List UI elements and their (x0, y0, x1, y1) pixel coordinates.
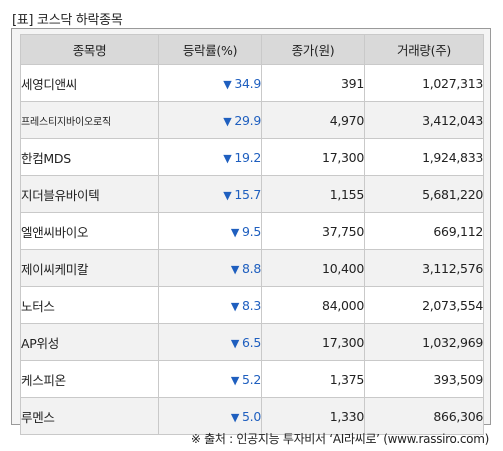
volume: 393,509 (364, 360, 484, 398)
stock-name: 제이씨케미칼 (20, 249, 159, 287)
table-row: 세영디앤씨 ▼ 34.9 391 1,027,313 (20, 64, 484, 102)
stock-name: 프레스티지바이오로직 (20, 101, 159, 139)
close-price: 37,750 (261, 212, 365, 250)
change-rate: ▼ 15.7 (158, 175, 262, 213)
change-rate-value: 15.7 (234, 186, 261, 202)
page-title: [표] 코스닥 하락종목 (12, 13, 123, 28)
down-triangle-icon: ▼ (230, 373, 240, 387)
close-price: 1,375 (261, 360, 365, 398)
change-rate: ▼ 8.3 (158, 286, 262, 324)
down-triangle-icon: ▼ (223, 188, 232, 202)
change-rate-value: 6.5 (242, 334, 261, 350)
change-rate: ▼ 5.0 (158, 397, 262, 435)
table-row: 프레스티지바이오로직 ▼ 29.9 4,970 3,412,043 (20, 101, 484, 139)
change-rate: ▼ 9.5 (158, 212, 262, 250)
down-triangle-icon: ▼ (230, 262, 240, 276)
table-row: 노터스 ▼ 8.3 84,000 2,073,554 (20, 286, 484, 324)
change-rate: ▼ 34.9 (158, 64, 262, 102)
change-rate: ▼ 8.8 (158, 249, 262, 287)
source-footnote: ※ 출처 : 인공지능 투자비서 ‘AI라씨로’ (www.rassiro.co… (190, 432, 489, 446)
volume: 1,924,833 (364, 138, 484, 176)
table-row: 케스피온 ▼ 5.2 1,375 393,509 (20, 360, 484, 398)
down-triangle-icon: ▼ (230, 299, 240, 313)
volume: 3,412,043 (364, 101, 484, 139)
close-price: 17,300 (261, 138, 365, 176)
down-triangle-icon: ▼ (223, 151, 232, 165)
header-stock-name: 종목명 (20, 34, 159, 65)
volume: 1,027,313 (364, 64, 484, 102)
close-price: 4,970 (261, 101, 365, 139)
down-triangle-icon: ▼ (230, 225, 240, 239)
table-header-row: 종목명 등락률(%) 종가(원) 거래량(주) (20, 34, 484, 65)
close-price: 17,300 (261, 323, 365, 361)
change-rate-value: 5.2 (242, 371, 261, 387)
down-triangle-icon: ▼ (223, 114, 232, 128)
change-rate-value: 9.5 (242, 223, 261, 239)
header-close-price: 종가(원) (261, 34, 365, 65)
table-row: 루멘스 ▼ 5.0 1,330 866,306 (20, 397, 484, 435)
change-rate: ▼ 5.2 (158, 360, 262, 398)
volume: 3,112,576 (364, 249, 484, 287)
stock-name: 엘앤씨바이오 (20, 212, 159, 250)
down-triangle-icon: ▼ (223, 77, 232, 91)
table-row: 엘앤씨바이오 ▼ 9.5 37,750 669,112 (20, 212, 484, 250)
header-change-rate: 등락률(%) (158, 34, 262, 65)
stock-name: 노터스 (20, 286, 159, 324)
down-triangle-icon: ▼ (230, 336, 240, 350)
change-rate-value: 5.0 (242, 408, 261, 424)
change-rate: ▼ 19.2 (158, 138, 262, 176)
volume: 1,032,969 (364, 323, 484, 361)
close-price: 10,400 (261, 249, 365, 287)
stock-name: AP위성 (20, 323, 159, 361)
down-triangle-icon: ▼ (230, 410, 240, 424)
change-rate-value: 8.3 (242, 297, 261, 313)
header-volume: 거래량(주) (364, 34, 484, 65)
table-frame: 종목명 등락률(%) 종가(원) 거래량(주) 세영디앤씨 ▼ 34.9 391 … (11, 28, 491, 435)
volume: 5,681,220 (364, 175, 484, 213)
volume: 669,112 (364, 212, 484, 250)
volume: 866,306 (364, 397, 484, 435)
close-price: 391 (261, 64, 365, 102)
stock-name: 세영디앤씨 (20, 64, 159, 102)
change-rate: ▼ 29.9 (158, 101, 262, 139)
table-row: AP위성 ▼ 6.5 17,300 1,032,969 (20, 323, 484, 361)
volume: 2,073,554 (364, 286, 484, 324)
change-rate-value: 29.9 (234, 112, 261, 128)
table-row: 지더블유바이텍 ▼ 15.7 1,155 5,681,220 (20, 175, 484, 213)
close-price: 1,330 (261, 397, 365, 435)
change-rate-value: 8.8 (242, 260, 261, 276)
stock-name: 지더블유바이텍 (20, 175, 159, 213)
table-row: 한컴MDS ▼ 19.2 17,300 1,924,833 (20, 138, 484, 176)
change-rate: ▼ 6.5 (158, 323, 262, 361)
kosdaq-decliners-table: 종목명 등락률(%) 종가(원) 거래량(주) 세영디앤씨 ▼ 34.9 391 … (20, 34, 484, 435)
stock-name: 한컴MDS (20, 138, 159, 176)
stock-name: 케스피온 (20, 360, 159, 398)
stock-name: 루멘스 (20, 397, 159, 435)
close-price: 1,155 (261, 175, 365, 213)
table-row: 제이씨케미칼 ▼ 8.8 10,400 3,112,576 (20, 249, 484, 287)
change-rate-value: 34.9 (234, 75, 261, 91)
change-rate-value: 19.2 (234, 149, 261, 165)
close-price: 84,000 (261, 286, 365, 324)
